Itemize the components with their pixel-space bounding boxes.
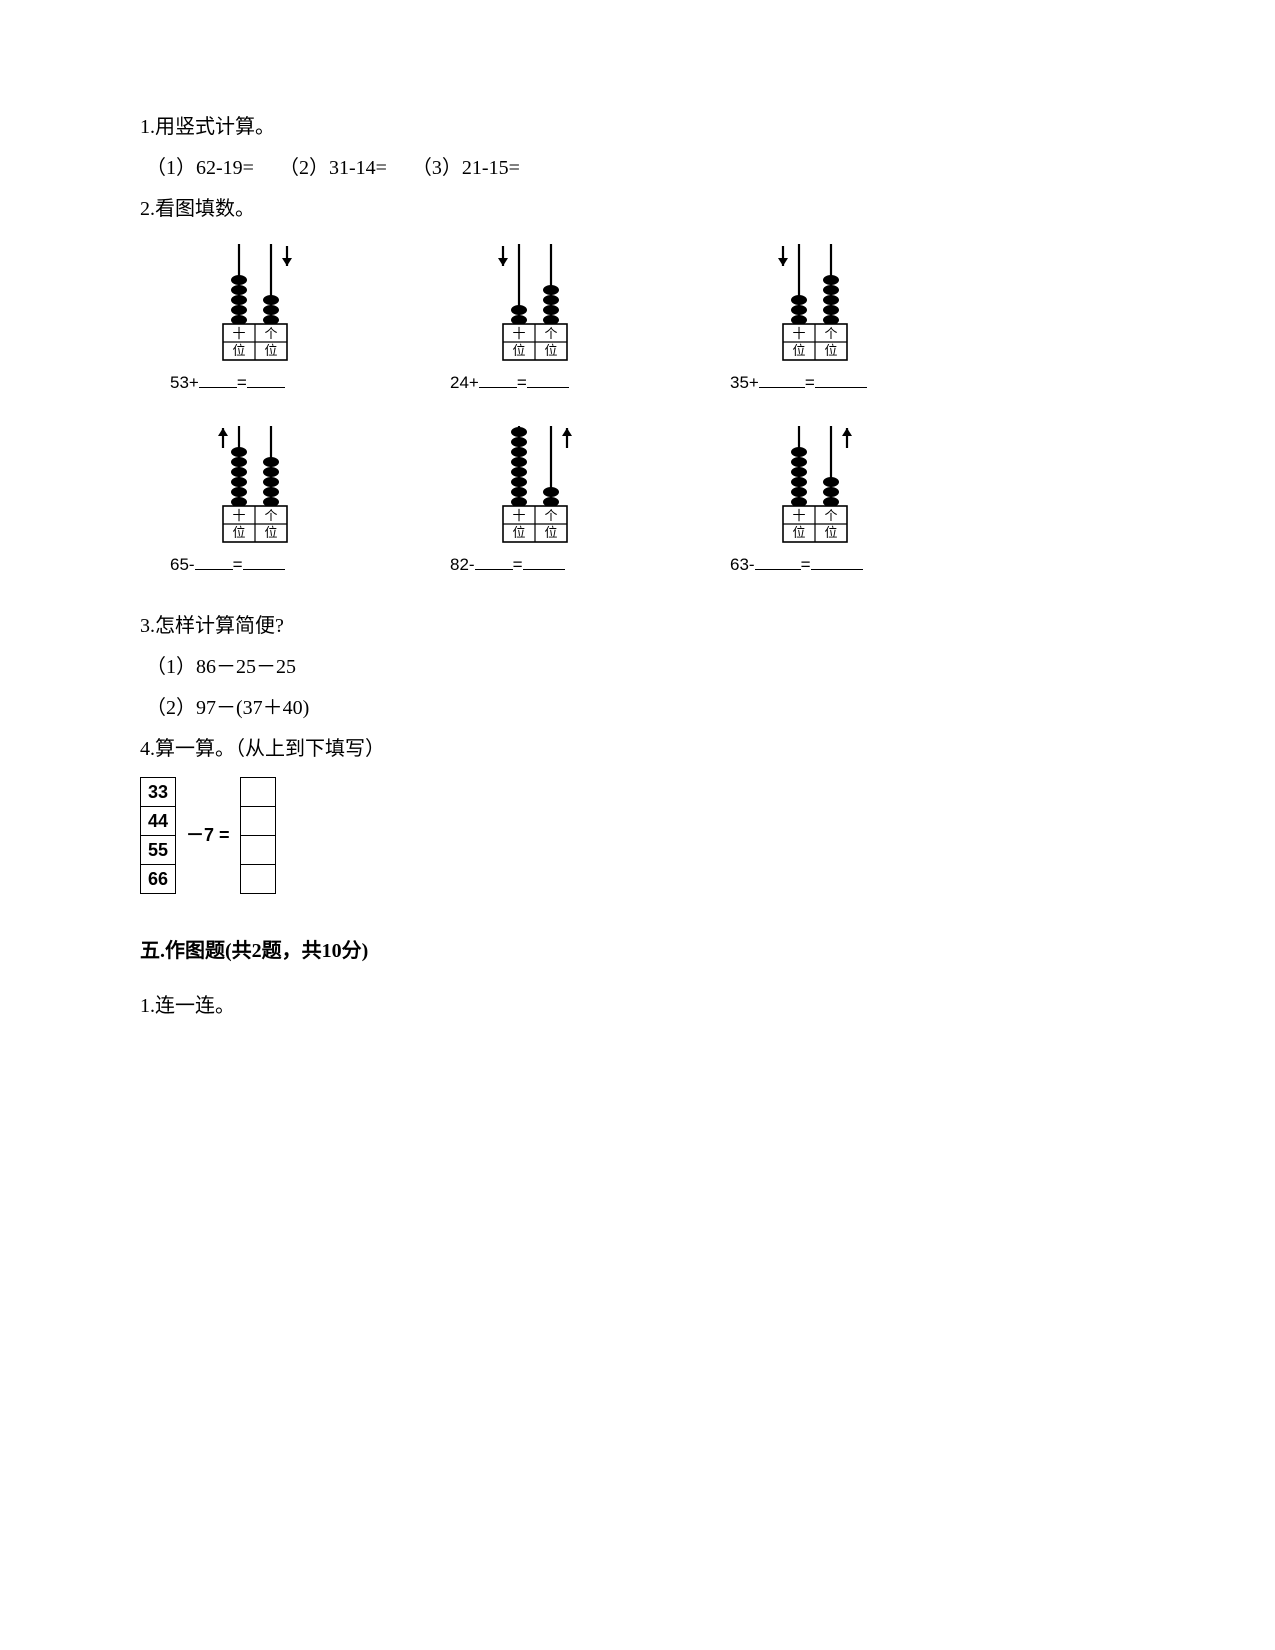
cell: 33 — [141, 777, 176, 806]
abacus-icon: 十个位位 — [765, 237, 865, 362]
svg-text:十: 十 — [232, 326, 245, 341]
svg-text:十: 十 — [792, 508, 805, 523]
svg-text:位: 位 — [792, 525, 805, 540]
abacus-block: 十个位位65-= — [170, 419, 340, 577]
abacus-icon: 十个位位 — [205, 419, 305, 544]
svg-text:位: 位 — [792, 343, 805, 358]
svg-text:十: 十 — [792, 326, 805, 341]
q1-p2: （2）31-14= — [279, 157, 387, 179]
section5-heading: 五.作图题(共2题，共10分) — [140, 938, 1135, 965]
abacus-expression: 63-= — [730, 554, 900, 577]
svg-text:位: 位 — [824, 525, 837, 540]
cell: 44 — [141, 806, 176, 835]
svg-text:个: 个 — [544, 508, 557, 523]
svg-text:个: 个 — [824, 326, 837, 341]
svg-text:位: 位 — [512, 343, 525, 358]
q2-title: 2.看图填数。 — [140, 196, 1135, 223]
cell: 55 — [141, 835, 176, 864]
svg-text:个: 个 — [264, 508, 277, 523]
svg-text:位: 位 — [232, 343, 245, 358]
svg-text:位: 位 — [544, 525, 557, 540]
abacus-expression: 53+= — [170, 372, 340, 395]
svg-text:个: 个 — [264, 326, 277, 341]
abacus-expression: 82-= — [450, 554, 620, 577]
abacus-block: 十个位位53+= — [170, 237, 340, 395]
q2-row1: 十个位位53+=十个位位24+=十个位位35+= — [170, 237, 1135, 395]
cell — [240, 777, 275, 806]
q2-row2: 十个位位65-=十个位位82-=十个位位63-= — [170, 419, 1135, 577]
cell — [240, 806, 275, 835]
svg-text:十: 十 — [512, 508, 525, 523]
q1-p3: （3）21-15= — [412, 157, 520, 179]
q4-left-col: 33 44 55 66 — [140, 777, 176, 894]
abacus-icon: 十个位位 — [765, 419, 865, 544]
abacus-expression: 65-= — [170, 554, 340, 577]
svg-text:位: 位 — [264, 525, 277, 540]
q1-p1: （1）62-19= — [146, 157, 254, 179]
q3-title: 3.怎样计算简便? — [140, 613, 1135, 640]
svg-text:十: 十 — [232, 508, 245, 523]
cell: 66 — [141, 864, 176, 893]
q5-1: 1.连一连。 — [140, 993, 1135, 1020]
abacus-icon: 十个位位 — [205, 237, 305, 362]
svg-text:位: 位 — [824, 343, 837, 358]
abacus-block: 十个位位82-= — [450, 419, 620, 577]
abacus-icon: 十个位位 — [485, 237, 585, 362]
q3-p2: （2）97－(37＋40) — [146, 695, 1135, 722]
abacus-block: 十个位位24+= — [450, 237, 620, 395]
svg-text:个: 个 — [824, 508, 837, 523]
cell — [240, 864, 275, 893]
abacus-expression: 24+= — [450, 372, 620, 395]
q1-parts: （1）62-19= （2）31-14= （3）21-15= — [146, 155, 1135, 182]
cell — [240, 835, 275, 864]
svg-text:位: 位 — [264, 343, 277, 358]
abacus-block: 十个位位63-= — [730, 419, 900, 577]
svg-text:位: 位 — [232, 525, 245, 540]
q4-right-col — [240, 777, 276, 894]
svg-text:位: 位 — [512, 525, 525, 540]
svg-text:位: 位 — [544, 343, 557, 358]
q3-p1: （1）86－25－25 — [146, 654, 1135, 681]
q4-op: －7 = — [186, 823, 230, 847]
abacus-expression: 35+= — [730, 372, 900, 395]
abacus-block: 十个位位35+= — [730, 237, 900, 395]
svg-text:个: 个 — [544, 326, 557, 341]
abacus-icon: 十个位位 — [485, 419, 585, 544]
q4-figure: 33 44 55 66 －7 = — [140, 777, 1135, 894]
svg-text:十: 十 — [512, 326, 525, 341]
q4-title: 4.算一算。（从上到下填写） — [140, 736, 1135, 763]
q1-title: 1.用竖式计算。 — [140, 114, 1135, 141]
